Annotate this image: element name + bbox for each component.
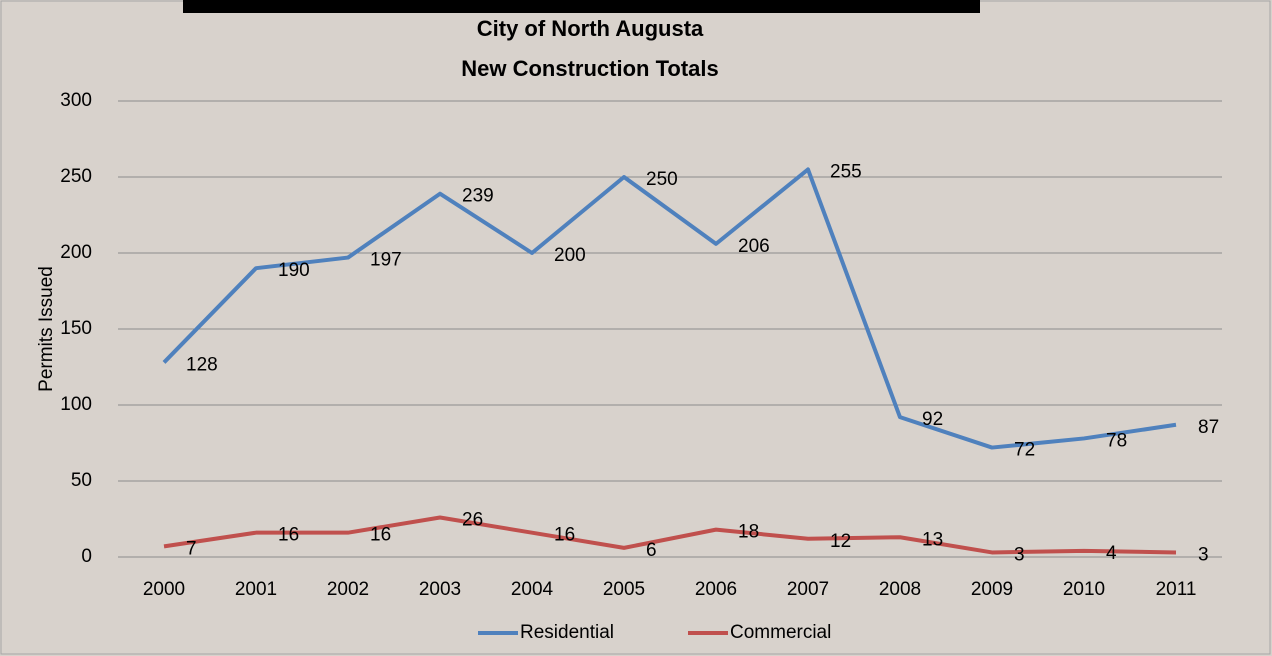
data-label: 250 <box>646 169 678 190</box>
x-tick-label: 2008 <box>879 579 921 600</box>
y-tick-label: 0 <box>81 546 92 567</box>
y-tick-label: 250 <box>60 166 92 187</box>
data-label: 87 <box>1198 417 1219 438</box>
data-label: 206 <box>738 236 770 257</box>
data-label: 12 <box>830 531 851 552</box>
data-label: 197 <box>370 250 402 271</box>
data-label: 3 <box>1014 544 1025 565</box>
y-tick-label: 100 <box>60 394 92 415</box>
x-tick-label: 2009 <box>971 579 1013 600</box>
x-tick-label: 2010 <box>1063 579 1105 600</box>
y-tick-label: 300 <box>60 90 92 111</box>
data-label: 7 <box>186 538 197 559</box>
y-tick-label: 200 <box>60 242 92 263</box>
data-label: 255 <box>830 161 862 182</box>
x-tick-label: 2002 <box>327 579 369 600</box>
top-bar <box>183 0 980 13</box>
data-label: 6 <box>646 540 657 561</box>
data-label: 239 <box>462 186 494 207</box>
data-label: 13 <box>922 529 943 550</box>
x-tick-label: 2001 <box>235 579 277 600</box>
data-label: 16 <box>554 525 575 546</box>
chart-title: City of North Augusta <box>477 16 704 41</box>
chart-subtitle: New Construction Totals <box>461 56 719 81</box>
x-tick-label: 2005 <box>603 579 645 600</box>
data-label: 78 <box>1106 430 1127 451</box>
series-line <box>162 167 1177 450</box>
legend-label: Residential <box>520 622 614 643</box>
x-tick-label: 2007 <box>787 579 829 600</box>
data-label: 18 <box>738 522 759 543</box>
y-tick-label: 50 <box>71 470 92 491</box>
y-tick-label: 150 <box>60 318 92 339</box>
data-label: 26 <box>462 509 483 530</box>
y-axis-title: Permits Issued <box>36 266 57 392</box>
data-label: 92 <box>922 409 943 430</box>
legend-label: Commercial <box>730 622 831 643</box>
x-tick-label: 2000 <box>143 579 185 600</box>
data-label: 16 <box>370 525 391 546</box>
x-tick-label: 2003 <box>419 579 461 600</box>
x-tick-label: 2004 <box>511 579 554 600</box>
data-label: 190 <box>278 260 310 281</box>
data-label: 3 <box>1198 544 1209 565</box>
series-line <box>163 515 1177 555</box>
data-label: 128 <box>186 354 218 375</box>
data-label: 4 <box>1106 543 1117 564</box>
data-label: 200 <box>554 245 586 266</box>
x-tick-label: 2011 <box>1156 579 1197 600</box>
x-tick-label: 2006 <box>695 579 737 600</box>
data-label: 72 <box>1014 440 1035 461</box>
data-label: 16 <box>278 525 299 546</box>
